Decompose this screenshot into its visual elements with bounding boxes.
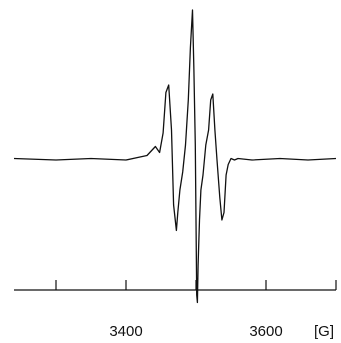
x-tick-label-3400: 3400	[109, 323, 142, 340]
series-line-0	[13, 9, 337, 304]
series-group	[13, 9, 337, 304]
x-axis-unit-label: [G]	[314, 323, 334, 340]
tick-labels: 3400 3600	[109, 323, 282, 340]
x-axis	[14, 280, 337, 291]
x-tick-label-3600: 3600	[249, 323, 282, 340]
